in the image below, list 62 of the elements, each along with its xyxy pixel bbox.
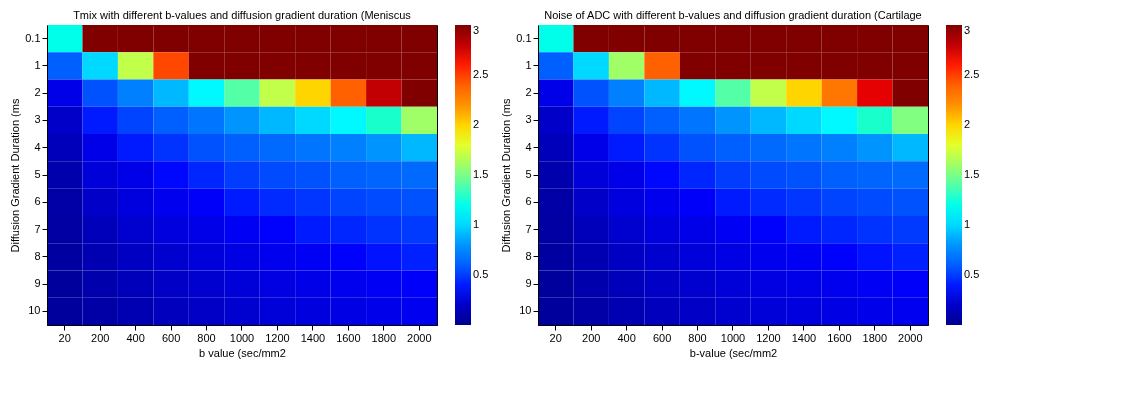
x-tick-label: 600: [161, 331, 181, 344]
x-tick-label: 200: [91, 331, 110, 344]
x-tick-label: 800: [688, 331, 707, 344]
x-tick-label: 400: [126, 331, 145, 344]
y-tick-label: 2: [34, 86, 41, 99]
x-tick-label: 1600: [336, 331, 361, 344]
y-tick-label: 0.1: [516, 31, 532, 44]
y-tick-label: 7: [525, 222, 532, 235]
y-tick-label: 7: [34, 222, 41, 235]
y-tick-label: 3: [34, 113, 41, 126]
color-bar-label: 2: [473, 118, 480, 130]
x-tick-label: 200: [582, 331, 601, 344]
color-bar-label: 3: [964, 24, 971, 36]
x-tick-label: 400: [617, 331, 636, 344]
x-tick-label: 1400: [791, 331, 817, 344]
y-tick-label: 6: [525, 195, 532, 208]
y-tick-label: 9: [34, 277, 41, 290]
color-bar-label: 1: [964, 218, 971, 230]
y-tick-label: 1: [525, 58, 532, 71]
x-tick-label: 1400: [300, 331, 326, 344]
x-tick-label: 1200: [265, 331, 290, 344]
color-bar-label: 1.5: [473, 168, 489, 180]
x-tick-label: 1000: [229, 331, 255, 344]
y-tick-label: 10: [519, 304, 532, 317]
color-bar-label: 0.5: [964, 268, 980, 280]
x-tick-label: 20: [58, 331, 71, 344]
x-axis-title: b value (sec/mm2: [199, 346, 286, 359]
y-tick-label: 2: [525, 86, 532, 99]
x-tick-label: 600: [652, 331, 672, 344]
x-tick-label: 1200: [756, 331, 781, 344]
y-tick-label: 0.1: [25, 31, 41, 44]
y-tick-label: 1: [34, 58, 41, 71]
x-axis-title: b-value (sec/mm2: [689, 346, 778, 359]
y-tick-label: 6: [34, 195, 41, 208]
y-tick-label: 10: [28, 304, 41, 317]
y-tick-label: 9: [525, 277, 532, 290]
color-bar-label: 3: [473, 24, 480, 36]
y-tick-label: 3: [525, 113, 532, 126]
color-bar-label: 1.5: [964, 168, 980, 180]
y-axis-title: Diffusion Gradient Duration (ms: [500, 98, 513, 253]
y-tick-label: 4: [34, 140, 41, 153]
x-tick-label: 1000: [720, 331, 746, 344]
y-tick-label: 5: [34, 168, 41, 180]
x-tick-label: 1800: [371, 331, 397, 344]
y-tick-label: 4: [525, 140, 532, 153]
color-bar-label: 2.5: [964, 68, 980, 80]
y-tick-label: 8: [34, 249, 41, 262]
chart-title: Noise of ADC with different b-values and diffusion gradient duration (Cartilage: [544, 9, 922, 21]
chart-title: Tmix with different b-values and diffusion gradient duration (Meniscus: [73, 9, 412, 21]
x-tick-label: 800: [197, 331, 216, 344]
color-bar-label: 2: [964, 118, 971, 130]
y-axis-title: Diffusion Gradient Duration (ms: [9, 98, 22, 253]
color-bar-label: 1: [473, 218, 480, 230]
x-tick-label: 1600: [827, 331, 852, 344]
y-tick-label: 8: [525, 249, 532, 262]
x-tick-label: 2000: [407, 331, 432, 344]
x-tick-label: 20: [549, 331, 562, 344]
x-tick-label: 1800: [862, 331, 888, 344]
color-bar-label: 0.5: [473, 268, 489, 280]
x-tick-label: 2000: [898, 331, 923, 344]
color-bar-label: 2.5: [473, 68, 489, 80]
y-tick-label: 5: [525, 168, 532, 180]
